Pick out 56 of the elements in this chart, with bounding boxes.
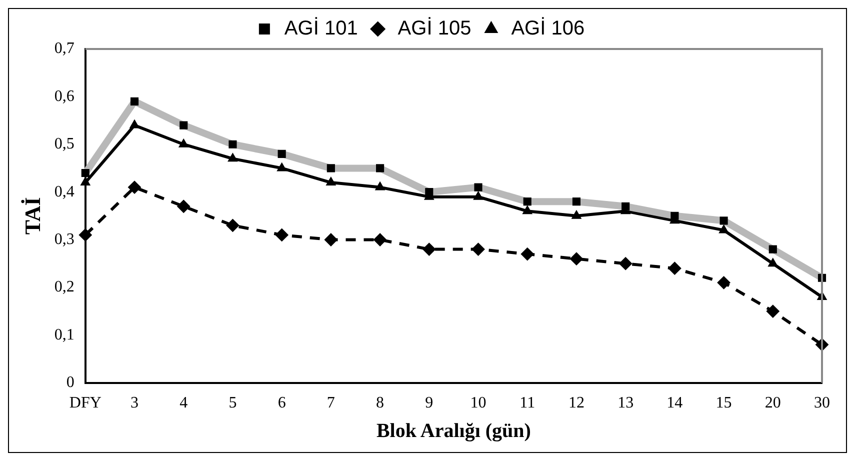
point [78, 228, 92, 242]
x-tick-label: 15 [716, 394, 732, 412]
y-tick-label: 0,5 [54, 136, 74, 153]
point [375, 182, 385, 190]
y-tick-label: 0,4 [54, 183, 74, 200]
point [228, 153, 238, 162]
x-tick-label: 20 [764, 394, 781, 412]
point [718, 224, 729, 234]
point [572, 210, 582, 219]
point [177, 200, 190, 213]
point [226, 218, 240, 232]
y-tick-label: 0,1 [54, 326, 74, 344]
x-tick-label: 11 [520, 394, 536, 412]
point [80, 177, 90, 186]
x-tick-label: 5 [228, 394, 237, 412]
x-tick-label: 7 [326, 394, 335, 412]
point [178, 138, 188, 148]
point [130, 120, 140, 128]
point [422, 242, 436, 256]
point [374, 233, 387, 246]
point [522, 206, 532, 214]
x-tick-label: 30 [814, 394, 830, 412]
legend-label: AGİ 101 [284, 16, 358, 40]
x-tick-label: 4 [180, 394, 188, 412]
point [472, 242, 485, 256]
point [326, 177, 336, 186]
point [668, 262, 682, 275]
x-axis-title: Blok Aralığı (gün) [376, 420, 531, 442]
x-tick-label: 6 [278, 394, 286, 412]
point [275, 228, 288, 242]
legend-label: AGİ 105 [398, 16, 472, 40]
point [717, 276, 730, 290]
point [520, 248, 534, 261]
y-tick-label: 0,3 [54, 230, 74, 248]
x-tick-label: 14 [666, 394, 683, 412]
y-tick-label: 0,2 [54, 278, 74, 296]
point [473, 191, 484, 200]
x-tick-label: 13 [618, 394, 634, 412]
y-tick-label: 0,6 [54, 88, 74, 105]
x-tick-label: 10 [470, 394, 486, 412]
y-tick-label: 0 [66, 374, 74, 392]
point [768, 258, 778, 267]
point [324, 233, 338, 246]
legend-label: AGİ 106 [511, 16, 585, 40]
x-tick-label: 9 [425, 394, 434, 412]
y-tick-label: 0,7 [54, 40, 74, 58]
point [128, 180, 142, 194]
point [570, 252, 583, 266]
point [276, 162, 287, 172]
y-axis-title: TAİ [20, 197, 45, 235]
x-tick-label: 12 [568, 394, 584, 412]
point [619, 257, 632, 270]
x-tick-label: 3 [130, 394, 139, 412]
x-tick-label: DFY [69, 394, 102, 412]
x-tick-label: 8 [376, 394, 384, 412]
point [766, 304, 780, 318]
